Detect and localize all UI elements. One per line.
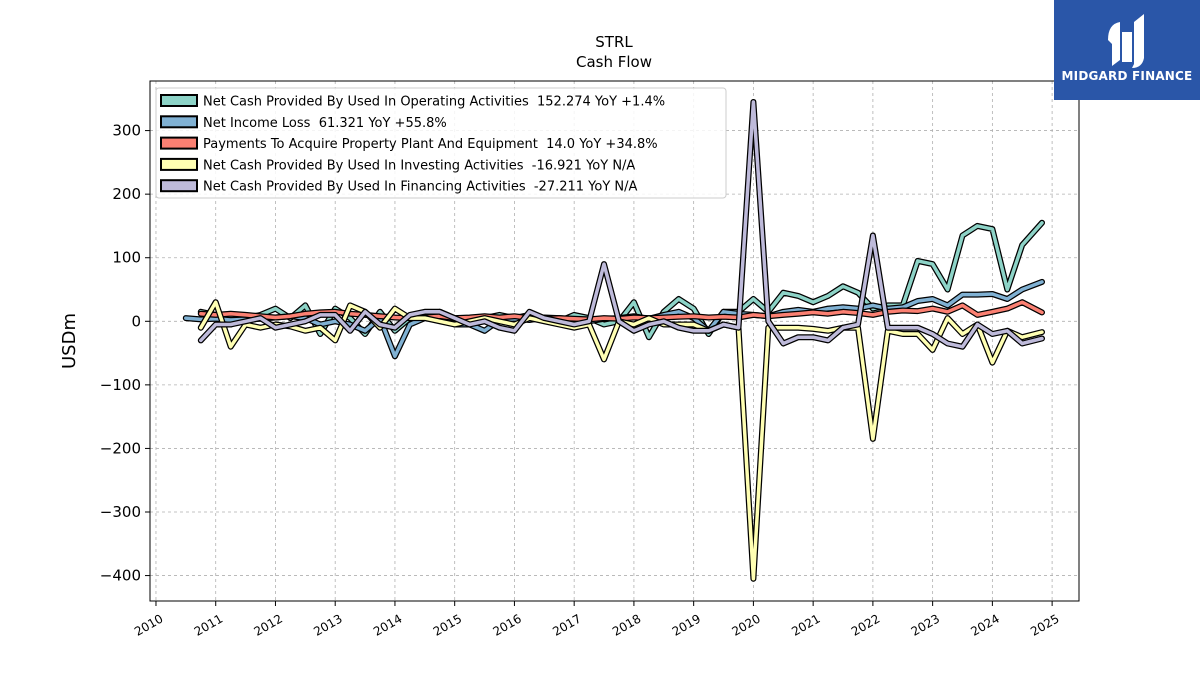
y-tick-label: −300 xyxy=(100,503,141,521)
legend-entry: Net Cash Provided By Used In Investing A… xyxy=(203,158,635,173)
legend-entry: Payments To Acquire Property Plant And E… xyxy=(203,137,658,152)
x-tick-label: 2018 xyxy=(610,611,643,638)
x-tick-label: 2024 xyxy=(968,611,1001,638)
legend-entry: Net Cash Provided By Used In Financing A… xyxy=(203,180,638,195)
legend: Net Cash Provided By Used In Operating A… xyxy=(155,87,727,199)
x-tick-label: 2012 xyxy=(252,611,285,638)
y-tick-label: 200 xyxy=(112,185,141,203)
legend-entry: Net Cash Provided By Used In Operating A… xyxy=(203,95,665,110)
brand-logo-icon xyxy=(1108,14,1144,68)
y-tick-label: −400 xyxy=(100,567,141,585)
series-line-outline xyxy=(197,299,1045,582)
y-tick-label: −100 xyxy=(100,376,141,394)
x-tick-label: 2016 xyxy=(490,611,523,638)
x-tick-label: 2010 xyxy=(132,611,165,638)
legend-box xyxy=(155,87,727,199)
x-tick-label: 2023 xyxy=(909,611,942,638)
x-tick-label: 2011 xyxy=(192,611,225,638)
x-tick-label: 2022 xyxy=(849,611,882,638)
chart-title: STRL xyxy=(595,33,633,51)
legend-swatch xyxy=(160,94,198,107)
series-line xyxy=(199,100,1044,349)
x-tick-label: 2021 xyxy=(789,611,822,638)
x-axis: 2010 2011 2012 2013 2014 2015 2016 2017 2018 2019… xyxy=(132,601,1062,639)
x-tick-label: 2019 xyxy=(670,611,703,638)
y-tick-label: −200 xyxy=(100,439,141,457)
chart-subtitle: Cash Flow xyxy=(576,53,652,71)
plot-frame xyxy=(149,80,1080,602)
series-line xyxy=(199,300,1044,581)
y-axis-label: USDm xyxy=(59,313,80,369)
y-axis: 300 200 100 0 −100 −200 −300 −400 xyxy=(100,122,150,585)
y-tick-label: 100 xyxy=(112,249,141,267)
x-tick-label: 2017 xyxy=(550,611,583,638)
legend-swatch xyxy=(160,179,198,193)
legend-swatch xyxy=(160,157,198,171)
y-tick-label: 0 xyxy=(131,312,141,330)
x-tick-label: 2020 xyxy=(729,611,762,638)
x-tick-label: 2015 xyxy=(431,611,464,638)
y-tick-label: 300 xyxy=(112,122,141,140)
x-tick-label: 2014 xyxy=(371,611,404,638)
legend-swatch xyxy=(160,115,198,129)
legend-entry: Net Income Loss 61.321 YoY +55.8% xyxy=(203,116,447,131)
legend-swatch xyxy=(160,136,198,150)
brand-name: MIDGARD FINANCE xyxy=(1061,69,1193,83)
series-lines xyxy=(182,99,1045,582)
x-tick-label: 2013 xyxy=(311,611,344,638)
brand-logo: MIDGARD FINANCE xyxy=(1054,0,1200,100)
x-tick-label: 2025 xyxy=(1028,611,1061,638)
